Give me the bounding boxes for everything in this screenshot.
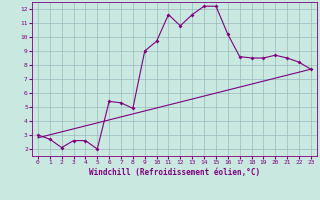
X-axis label: Windchill (Refroidissement éolien,°C): Windchill (Refroidissement éolien,°C) [89,168,260,177]
